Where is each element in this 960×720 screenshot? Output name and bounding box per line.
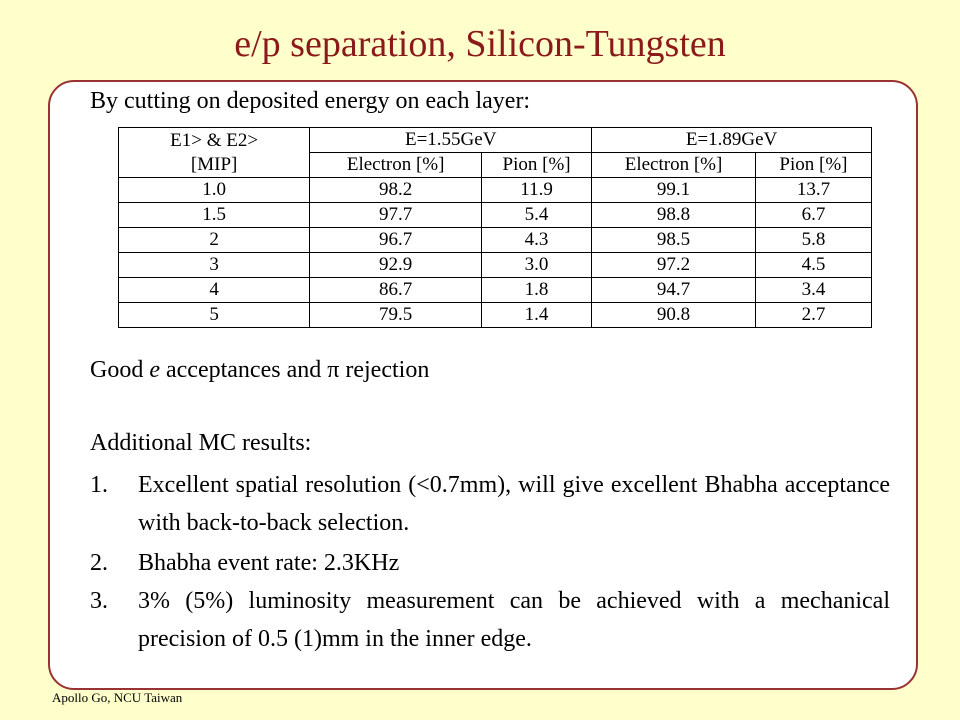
text: π xyxy=(327,357,340,383)
header-cell: Pion [%] xyxy=(480,152,593,178)
header-cell: Electron [%] xyxy=(591,152,756,178)
table-cell: 5 xyxy=(117,302,311,328)
table-cell: 2 xyxy=(117,227,311,253)
table-cell: 98.5 xyxy=(591,227,756,253)
table-row: 1.0 98.2 11.9 99.1 13.7 xyxy=(117,177,873,203)
table-cell: 5.4 xyxy=(480,202,593,228)
table-cell: 97.2 xyxy=(591,252,756,278)
table-cell: 13.7 xyxy=(754,177,873,203)
text: e xyxy=(149,357,160,383)
table-cell: 97.7 xyxy=(309,202,482,228)
header-cell: E1> & E2> [MIP] xyxy=(117,127,311,178)
table-cell: 92.9 xyxy=(309,252,482,278)
list-text: Excellent spatial resolution (<0.7mm), w… xyxy=(138,472,890,536)
slide-title: e/p separation, Silicon-Tungsten xyxy=(234,23,726,65)
results-table: E1> & E2> [MIP] E=1.55GeV E=1.89GeV Electron… xyxy=(117,127,873,328)
table-cell: 1.8 xyxy=(480,277,593,303)
table-cell: 94.7 xyxy=(591,277,756,303)
table-cell: 3 xyxy=(117,252,311,278)
table-cell: 98.2 xyxy=(309,177,482,203)
list-text: 3% (5%) luminosity measurement can be ac… xyxy=(138,588,890,652)
list-marker: 2. xyxy=(90,550,108,576)
list-item: 1. Excellent spatial resolution (<0.7mm),… xyxy=(90,466,890,542)
table-cell: 6.7 xyxy=(754,202,873,228)
table-row: 1.5 97.7 5.4 98.8 6.7 xyxy=(117,202,873,228)
footer: Apollo Go, NCU Taiwan xyxy=(52,690,183,705)
table-cell: 99.1 xyxy=(591,177,756,203)
text: rejection xyxy=(339,357,430,383)
list-item: 2. Bhabha event rate: 2.3KHz xyxy=(90,544,890,582)
list-item: 3. 3% (5%) luminosity measurement can be … xyxy=(90,582,890,658)
table-cell: 96.7 xyxy=(309,227,482,253)
table-cell: 5.8 xyxy=(754,227,873,253)
table-cell: 86.7 xyxy=(309,277,482,303)
table-cell: 4 xyxy=(117,277,311,303)
table-cell: 79.5 xyxy=(309,302,482,328)
table-cell: 1.5 xyxy=(117,202,311,228)
table-cell: 4.5 xyxy=(754,252,873,278)
intro: By cutting on deposited energy on each l… xyxy=(90,88,531,114)
table-cell: 4.3 xyxy=(480,227,593,253)
table-row: 2 96.7 4.3 98.5 5.8 xyxy=(117,227,873,253)
table-cell: 1.0 xyxy=(117,177,311,203)
table-row: 3 92.9 3.0 97.2 4.5 xyxy=(117,252,873,278)
table-cell: 11.9 xyxy=(480,177,593,203)
header-cell: E=1.55GeV xyxy=(309,127,593,153)
table-cell: 90.8 xyxy=(591,302,756,328)
text: Good xyxy=(90,357,150,383)
table-row: 4 86.7 1.8 94.7 3.4 xyxy=(117,277,873,303)
table-cell: 3.0 xyxy=(480,252,593,278)
list-text: Bhabha event rate: 2.3KHz xyxy=(138,550,400,576)
list-marker: 3. xyxy=(90,588,108,614)
header-row: E1> & E2> [MIP] E=1.55GeV E=1.89GeV xyxy=(117,127,872,178)
header-cell: E=1.89GeV xyxy=(591,127,872,153)
table-row: 5 79.5 1.4 90.8 2.7 xyxy=(117,302,873,328)
header-text: E1> & E2> xyxy=(170,129,259,151)
header-cell: Pion [%] xyxy=(754,152,873,178)
summary: Good e acceptances and π rejection xyxy=(90,357,429,384)
table-cell: 1.4 xyxy=(480,302,593,328)
table-cell: 3.4 xyxy=(754,277,873,303)
header-cell: Electron [%] xyxy=(309,152,482,178)
header-text: [MIP] xyxy=(190,153,238,175)
list-marker: 1. xyxy=(90,472,108,498)
text: acceptances and xyxy=(160,357,328,383)
table-cell: 98.8 xyxy=(591,202,756,228)
table-cell: 2.7 xyxy=(754,302,873,328)
results-heading: Additional MC results: xyxy=(90,430,312,456)
